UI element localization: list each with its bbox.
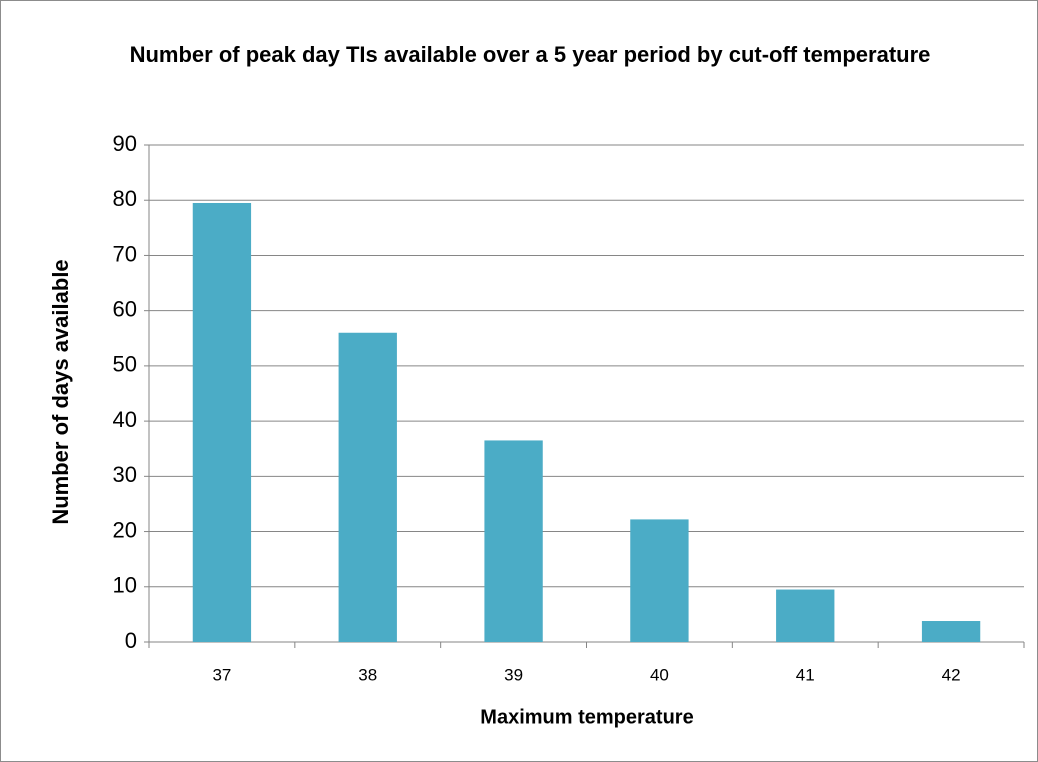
y-tick-label: 80	[113, 186, 137, 211]
x-tick-label: 42	[942, 665, 961, 684]
x-tick-label: 38	[358, 665, 377, 684]
x-tick-label: 40	[650, 665, 669, 684]
y-tick-label: 0	[125, 628, 137, 653]
y-tick-label: 20	[113, 517, 137, 542]
chart-title: Number of peak day TIs available over a …	[129, 42, 931, 67]
bar	[776, 589, 835, 642]
y-tick-label: 30	[113, 462, 137, 487]
y-tick-label: 40	[113, 407, 137, 432]
x-tick-label: 37	[212, 665, 231, 684]
y-axis-title: Number of days available	[48, 259, 73, 524]
x-tick-label: 39	[504, 665, 523, 684]
bar	[192, 202, 252, 642]
bar	[921, 621, 981, 642]
x-tick-label: 41	[796, 665, 815, 684]
y-tick-label: 10	[113, 573, 137, 598]
bar	[630, 519, 689, 642]
x-axis-title: Maximum temperature	[480, 706, 693, 728]
bar	[484, 440, 543, 642]
bar	[338, 332, 397, 642]
y-tick-label: 70	[113, 241, 137, 266]
y-tick-label: 50	[113, 352, 137, 377]
y-tick-label: 60	[113, 296, 137, 321]
y-tick-label: 90	[113, 131, 137, 156]
